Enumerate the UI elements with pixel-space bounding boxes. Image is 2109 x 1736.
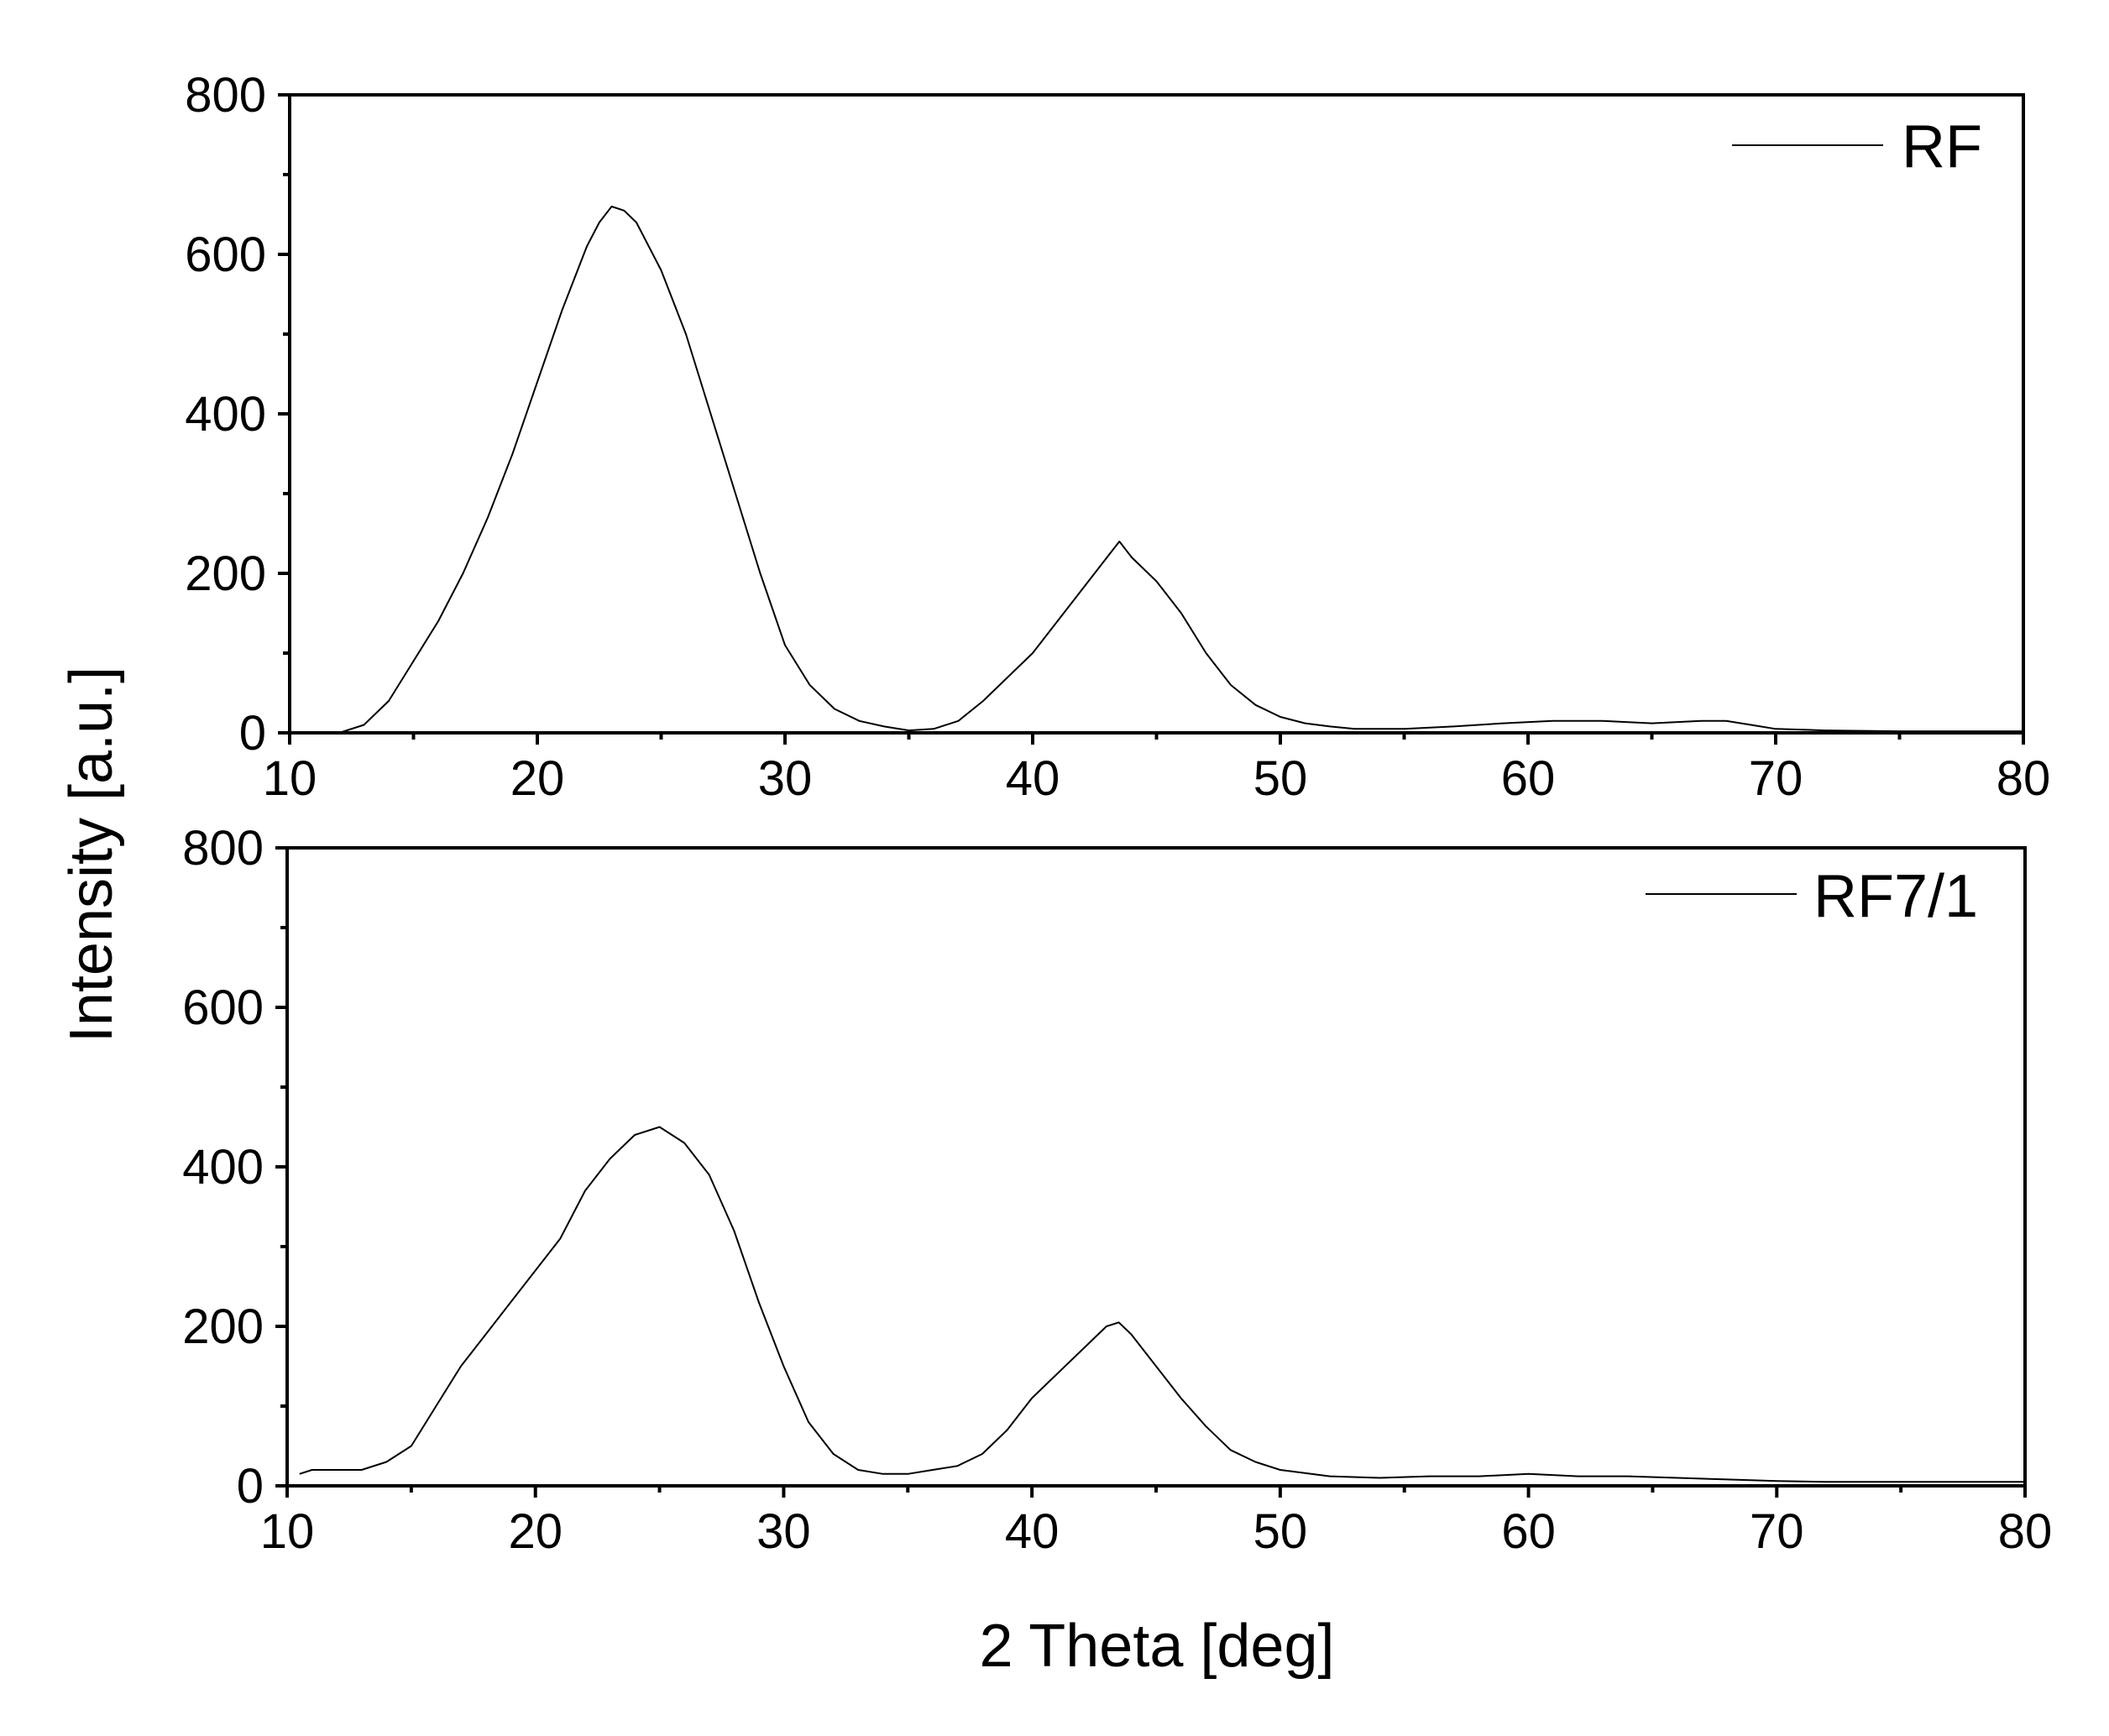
rf71-x-tick-label: 70 xyxy=(1750,1504,1804,1559)
rf71-x-tick-label: 10 xyxy=(260,1504,315,1559)
rf71-x-tick-label: 60 xyxy=(1501,1504,1556,1559)
rf-x-tick-label: 40 xyxy=(1006,751,1060,806)
rf71-x-tick-label: 50 xyxy=(1253,1504,1308,1559)
rf-x-tick-label: 50 xyxy=(1253,751,1308,806)
rf71-x-tick-labels: 10 20 30 40 50 60 70 80 xyxy=(260,1504,2053,1559)
x-axis-title: 2 Theta [deg] xyxy=(980,1613,1335,1680)
rf71-x-tick-label: 30 xyxy=(756,1504,811,1559)
rf-x-tick-label: 10 xyxy=(263,751,317,806)
rf-y-tick-label: 600 xyxy=(185,227,266,282)
rf-x-tick-label: 80 xyxy=(1996,751,2051,806)
rf71-y-tick-label: 400 xyxy=(182,1140,264,1195)
rf-x-tick-label: 70 xyxy=(1749,751,1803,806)
rf71-ticks xyxy=(275,846,2027,1498)
rf-x-tick-labels: 10 20 30 40 50 60 70 80 xyxy=(263,751,2051,806)
rf-panel: 10 20 30 40 50 60 70 80 0 200 400 600 800 RF xyxy=(185,68,2050,806)
rf71-plot-frame xyxy=(285,846,2027,1488)
rf-y-tick-label: 200 xyxy=(185,546,266,601)
rf-y-tick-labels: 0 200 400 600 800 xyxy=(185,68,266,761)
rf71-panel: 10 20 30 40 50 60 70 80 0 200 400 600 800 RF7/1 xyxy=(182,821,2052,1559)
rf71-x-tick-label: 80 xyxy=(1998,1504,2053,1559)
y-axis-title: Intensity [a.u.] xyxy=(58,667,125,1043)
rf71-series-line xyxy=(299,1126,2025,1483)
rf71-x-tick-label: 20 xyxy=(508,1504,563,1559)
rf71-y-tick-label: 600 xyxy=(182,980,264,1035)
rf71-y-tick-labels: 0 200 400 600 800 xyxy=(182,821,264,1514)
rf71-legend-label: RF7/1 xyxy=(1813,863,1978,930)
rf-x-tick-label: 60 xyxy=(1501,751,1556,806)
rf71-y-tick-label: 800 xyxy=(182,821,264,876)
rf-y-tick-label: 400 xyxy=(185,387,266,442)
rf-y-tick-label: 800 xyxy=(185,68,266,123)
rf-legend-label: RF xyxy=(1902,113,1982,180)
rf71-y-tick-label: 200 xyxy=(182,1299,264,1354)
rf-x-tick-label: 30 xyxy=(758,751,813,806)
rf71-x-tick-label: 40 xyxy=(1005,1504,1060,1559)
rf-y-tick-label: 0 xyxy=(239,706,266,761)
rf-ticks xyxy=(278,93,2025,745)
rf-plot-frame xyxy=(288,93,2025,735)
rf71-y-tick-label: 0 xyxy=(237,1459,264,1514)
rf-x-tick-label: 20 xyxy=(510,751,565,806)
rf-series-line xyxy=(290,206,2023,734)
